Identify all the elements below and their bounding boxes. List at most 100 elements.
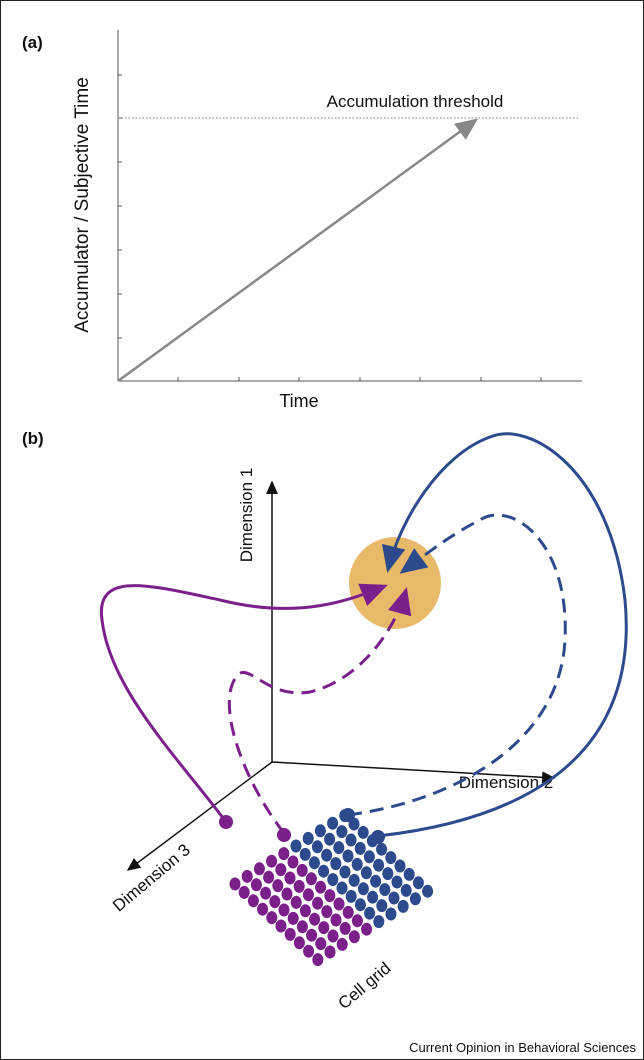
cell xyxy=(379,883,390,896)
cell xyxy=(263,871,274,884)
cell xyxy=(367,834,378,847)
cell xyxy=(276,920,287,933)
cell xyxy=(248,894,259,907)
grid-label: Cell grid xyxy=(334,958,394,1013)
cell xyxy=(288,856,299,869)
cell xyxy=(325,946,336,959)
cell xyxy=(294,936,305,949)
figure: (a) Accumulation threshold Accumulator /… xyxy=(0,0,644,1060)
cell xyxy=(278,847,289,860)
cell xyxy=(343,906,354,919)
cell xyxy=(373,859,384,872)
y-axis-label: Accumulator / Subjective Time xyxy=(72,77,93,333)
cell xyxy=(339,809,350,822)
cell xyxy=(343,850,354,863)
cell xyxy=(346,834,357,847)
cell xyxy=(358,826,369,839)
cell xyxy=(303,832,314,845)
axis-label: Dimension 2 xyxy=(459,773,554,792)
cell xyxy=(361,923,372,936)
cell xyxy=(395,860,406,873)
cell xyxy=(260,887,271,900)
cell xyxy=(324,833,335,846)
accumulation-arrow xyxy=(118,120,476,381)
cell xyxy=(300,904,311,917)
cell xyxy=(392,876,403,889)
cell xyxy=(266,855,277,868)
cell xyxy=(327,873,338,886)
cell xyxy=(385,851,396,864)
page: (a) Accumulation threshold Accumulator /… xyxy=(0,0,644,1060)
cell xyxy=(327,817,338,830)
cell xyxy=(279,904,290,917)
cell xyxy=(382,867,393,880)
axes-a xyxy=(118,30,582,381)
cell xyxy=(309,856,320,869)
cell xyxy=(321,905,332,918)
threshold-label: Accumulation threshold xyxy=(327,92,504,111)
cell xyxy=(288,912,299,925)
cell xyxy=(312,840,323,853)
footer: Current Opinion in Behavioral Sciences xyxy=(409,1040,636,1055)
cell xyxy=(297,920,308,933)
cell xyxy=(242,870,253,883)
cell xyxy=(349,818,360,831)
cell xyxy=(306,872,317,885)
cell xyxy=(328,930,339,943)
cell xyxy=(352,914,363,927)
cell xyxy=(346,890,357,903)
cell xyxy=(282,888,293,901)
cell xyxy=(334,898,345,911)
cell xyxy=(340,922,351,935)
cell xyxy=(321,849,332,862)
cell xyxy=(272,879,283,892)
cell xyxy=(376,843,387,856)
cell xyxy=(318,865,329,878)
cell xyxy=(367,891,378,904)
cell xyxy=(404,868,415,881)
cell xyxy=(303,888,314,901)
cell xyxy=(306,929,317,942)
cell xyxy=(333,841,344,854)
cell xyxy=(330,857,341,870)
cell xyxy=(251,878,262,891)
cell xyxy=(358,882,369,895)
cell xyxy=(315,881,326,894)
cell xyxy=(257,903,268,916)
cell xyxy=(285,872,296,885)
cell xyxy=(230,878,241,891)
cell xyxy=(361,866,372,879)
cell xyxy=(309,913,320,926)
cell xyxy=(370,875,381,888)
cell xyxy=(239,886,250,899)
cell xyxy=(285,928,296,941)
cell xyxy=(266,911,277,924)
cell xyxy=(297,864,308,877)
cell xyxy=(303,945,314,958)
cell xyxy=(291,896,302,909)
cell xyxy=(349,874,360,887)
cell xyxy=(300,848,311,861)
cell xyxy=(318,921,329,934)
cell xyxy=(254,862,265,875)
cell xyxy=(422,885,433,898)
panel-label: (b) xyxy=(22,429,44,448)
cell xyxy=(364,850,375,863)
cell xyxy=(331,914,342,927)
axis-label: Dimension 3 xyxy=(109,840,194,915)
cell xyxy=(269,895,280,908)
cell xyxy=(324,889,335,902)
axis-label: Dimension 1 xyxy=(237,468,256,563)
cell xyxy=(315,937,326,950)
cell xyxy=(294,880,305,893)
cell xyxy=(315,824,326,837)
cell xyxy=(364,907,375,920)
cell xyxy=(352,858,363,871)
cell xyxy=(291,840,302,853)
cell xyxy=(413,876,424,889)
cell xyxy=(401,884,412,897)
panel-label: (a) xyxy=(22,33,43,52)
cell xyxy=(337,938,348,951)
cell xyxy=(355,842,366,855)
x-axis-label: Time xyxy=(279,391,318,411)
